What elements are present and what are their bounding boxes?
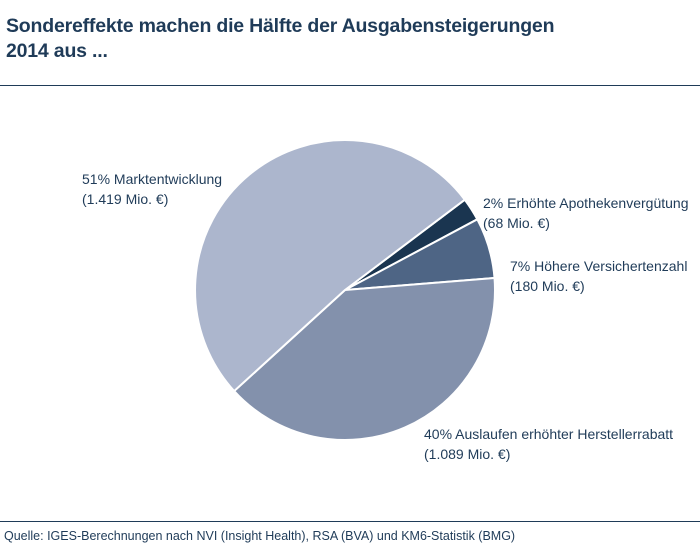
title-line-2: 2014 aus ... [6, 40, 108, 62]
percent-label: 2% [483, 195, 504, 211]
label-herstellerrabatt: 40% Auslaufen erhöhter Herstellerrabatt … [424, 424, 673, 464]
slice-label: Marktentwicklung [113, 171, 223, 187]
percent-label: 51% [82, 171, 111, 187]
slice-label: Auslaufen erhöhter Herstellerrabatt [455, 426, 674, 442]
label-apothekenverguetung: 2% Erhöhte Apothekenvergütung (68 Mio. €… [483, 193, 689, 233]
chart-title: Sondereffekte machen die Hälfte der Ausg… [6, 14, 686, 64]
amount-label: (1.419 Mio. €) [82, 191, 169, 207]
percent-label: 40% [424, 426, 453, 442]
slice-label: Höhere Versichertenzahl [534, 258, 688, 274]
bottom-divider [0, 521, 700, 522]
percent-label: 7% [510, 258, 531, 274]
amount-label: (68 Mio. €) [483, 215, 550, 231]
pie-slice-2 [233, 276, 496, 441]
source-note: Quelle: IGES-Berechnungen nach NVI (Insi… [4, 529, 516, 543]
top-divider [0, 85, 700, 86]
slice-label: Erhöhte Apothekenvergütung [507, 195, 689, 211]
pie-slice-3 [194, 139, 466, 393]
amount-label: (1.089 Mio. €) [424, 446, 511, 462]
label-versichertenzahl: 7% Höhere Versichertenzahl (180 Mio. €) [510, 256, 687, 296]
title-line-1: Sondereffekte machen die Hälfte der Ausg… [6, 15, 555, 37]
amount-label: (180 Mio. €) [510, 278, 585, 294]
label-marktentwicklung: 51% Marktentwicklung (1.419 Mio. €) [82, 169, 222, 209]
